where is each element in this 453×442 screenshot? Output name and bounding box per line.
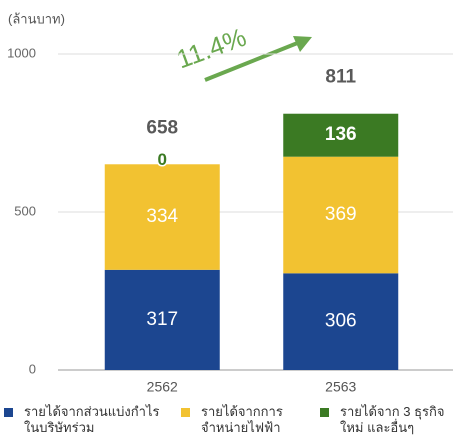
total-label: 811 (325, 67, 356, 88)
bar-segment (283, 156, 399, 274)
data-label: 136 (325, 124, 357, 145)
legend: รายได้จากส่วนแบ่งกำไรในบริษัทร่วม รายได้จ… (0, 404, 453, 442)
bar-segment (104, 269, 220, 370)
legend-swatch (320, 408, 329, 417)
y-axis-label: (ล้านบาท) (8, 11, 65, 26)
legend-swatch (181, 408, 190, 417)
data-label: 306 (325, 311, 357, 332)
data-label: 0 (158, 150, 167, 169)
legend-label: รายได้จากส่วนแบ่งกำไรในบริษัทร่วม (24, 404, 160, 435)
arrow-head (293, 36, 312, 52)
legend-label: รายได้จากการจำหน่ายไฟฟ้า (201, 404, 283, 435)
bar-segment (104, 164, 220, 270)
bar-segment (283, 273, 399, 370)
x-tick-label: 2563 (325, 379, 356, 395)
bar-segment (283, 113, 399, 157)
data-label: 317 (146, 309, 178, 330)
legend-swatch (4, 408, 13, 417)
data-label: 369 (325, 204, 357, 225)
y-tick-label: 500 (14, 203, 36, 218)
x-tick-label: 2562 (147, 379, 178, 395)
trend-arrow (204, 40, 301, 82)
chart: (ล้านบาท) 11.4% 050010002562317334065825… (7, 11, 453, 395)
y-tick-label: 0 (29, 361, 36, 376)
legend-label: รายได้จาก 3 ธุรกิจใหม่ และอื่นๆ (340, 404, 445, 435)
total-label: 658 (146, 117, 178, 138)
data-label: 334 (146, 206, 178, 227)
y-tick-label: 1000 (7, 45, 36, 60)
